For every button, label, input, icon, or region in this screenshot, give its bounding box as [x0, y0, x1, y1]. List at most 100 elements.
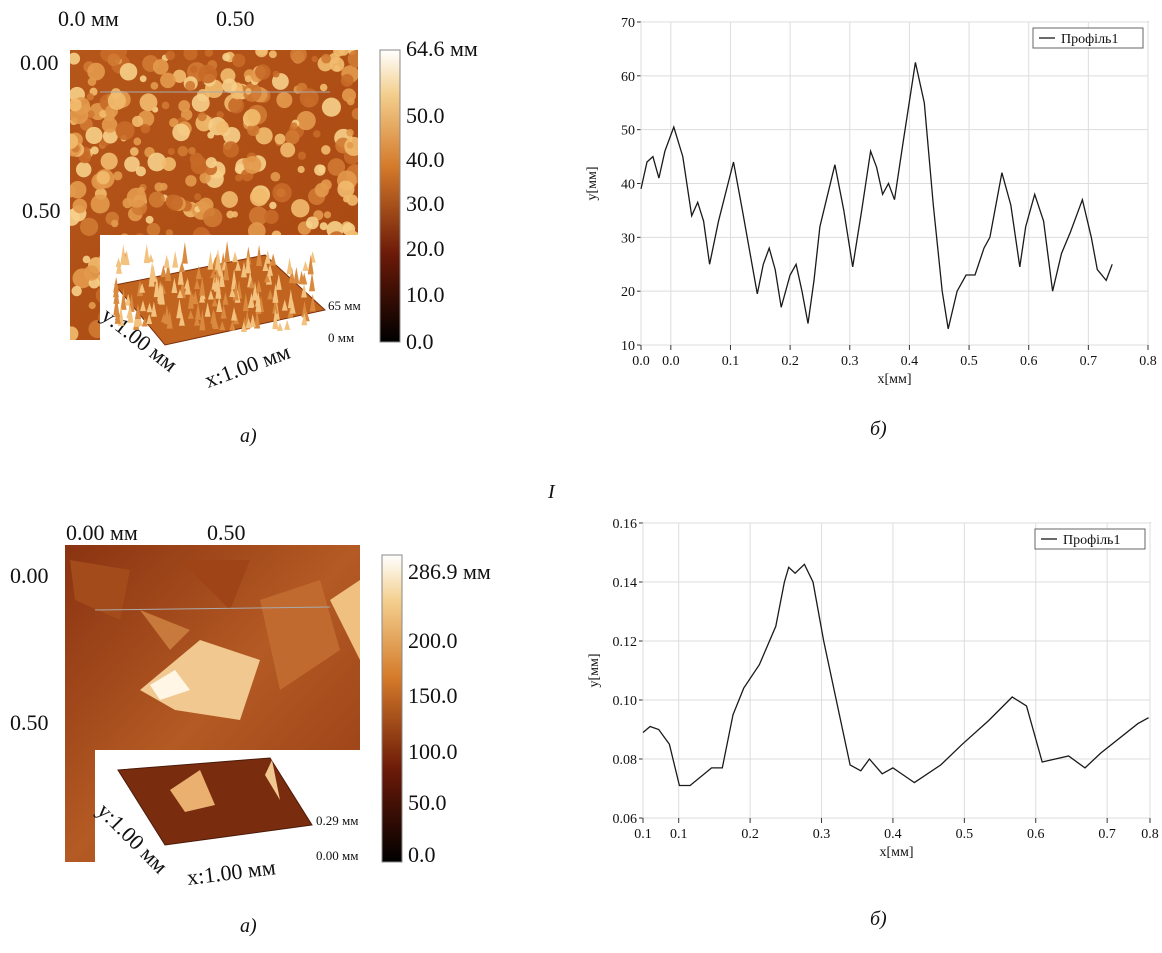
peak: [178, 312, 185, 326]
peak: [307, 254, 314, 275]
grain: [297, 165, 305, 174]
grain: [319, 222, 328, 231]
grain: [337, 180, 355, 198]
grain: [139, 93, 158, 112]
peak: [224, 240, 231, 263]
inset-axis-label: x:1.00 мм: [201, 339, 293, 393]
peak: [146, 313, 153, 325]
peak: [272, 308, 279, 330]
peak: [232, 251, 239, 263]
peak: [240, 261, 247, 278]
grain: [75, 161, 92, 178]
grain: [90, 146, 99, 155]
caption: б): [870, 418, 887, 440]
grain: [148, 191, 165, 208]
x-label: 0.00 мм: [66, 520, 138, 545]
peak: [216, 296, 223, 313]
peak: [141, 317, 148, 327]
peak: [120, 287, 127, 310]
grain: [347, 50, 358, 68]
peak: [245, 246, 252, 265]
grain: [107, 91, 126, 110]
grain: [70, 181, 87, 199]
peak: [204, 302, 211, 317]
peak: [229, 320, 236, 331]
grain: [131, 115, 144, 128]
peak: [176, 298, 183, 318]
caption: б): [870, 908, 887, 930]
grain: [71, 285, 82, 297]
grain: [166, 194, 183, 211]
inset-z-label: 0.29 мм: [316, 813, 358, 828]
grain: [314, 182, 329, 198]
grain: [96, 170, 110, 185]
peak: [194, 315, 201, 326]
grain: [100, 152, 118, 170]
grain: [221, 191, 238, 208]
grain: [172, 123, 190, 142]
colorbar-label: 10.0: [406, 282, 445, 307]
y-label: 0.00: [20, 50, 59, 75]
grain: [82, 255, 91, 264]
x-tick-label: 0.4: [901, 354, 919, 369]
legend-box: [1034, 528, 1146, 550]
y-axis-label: y[мм]: [587, 653, 602, 687]
peak: [293, 266, 300, 284]
x-axis-label: x[мм]: [877, 372, 911, 387]
grain: [185, 175, 197, 187]
grain: [317, 164, 326, 173]
peak: [187, 289, 194, 309]
grain: [269, 201, 277, 210]
grain: [86, 93, 94, 101]
peak: [165, 259, 172, 281]
grain: [245, 88, 252, 95]
peak: [207, 251, 214, 270]
x-label: 0.0 мм: [58, 6, 119, 31]
peak: [264, 250, 271, 264]
grain: [70, 98, 82, 112]
grain: [87, 62, 105, 81]
peak: [301, 300, 308, 318]
inset-z-label: 65 мм: [328, 298, 361, 313]
grain: [207, 131, 215, 139]
grain: [270, 171, 281, 182]
peak: [177, 263, 184, 285]
peak: [267, 289, 274, 300]
x-tick-label: 0.6: [1027, 827, 1045, 842]
colorbar-label: 20.0: [406, 236, 445, 261]
grain: [160, 72, 176, 89]
y-tick-label: 10: [621, 339, 635, 354]
grain: [204, 50, 214, 57]
peak: [211, 311, 218, 328]
grain: [126, 187, 147, 208]
x-tick-label: 0.5: [956, 827, 974, 842]
peak: [262, 259, 269, 272]
grain: [113, 171, 123, 181]
peak: [252, 281, 259, 301]
grain: [167, 147, 175, 156]
x-tick-label: 0.0: [632, 354, 650, 369]
grain: [235, 174, 243, 182]
peak: [213, 276, 220, 292]
grain: [169, 117, 179, 128]
peak: [184, 277, 191, 295]
colorbar-label: 150.0: [408, 683, 458, 708]
grain: [222, 141, 240, 158]
grain: [177, 145, 188, 157]
peak: [157, 280, 164, 302]
peak: [160, 313, 167, 323]
peak: [114, 308, 121, 324]
grain: [228, 97, 245, 114]
peak: [160, 265, 167, 278]
grain: [272, 70, 280, 78]
peak: [242, 292, 249, 312]
grain: [216, 111, 224, 119]
peak: [272, 283, 279, 303]
grain: [243, 108, 261, 126]
peak: [171, 277, 178, 293]
grain: [222, 53, 231, 62]
x-tick-label: 0.6: [1020, 354, 1038, 369]
x-axis-label: x[мм]: [879, 845, 913, 860]
peak: [195, 302, 202, 320]
x-tick-label: 0.1: [634, 827, 652, 842]
